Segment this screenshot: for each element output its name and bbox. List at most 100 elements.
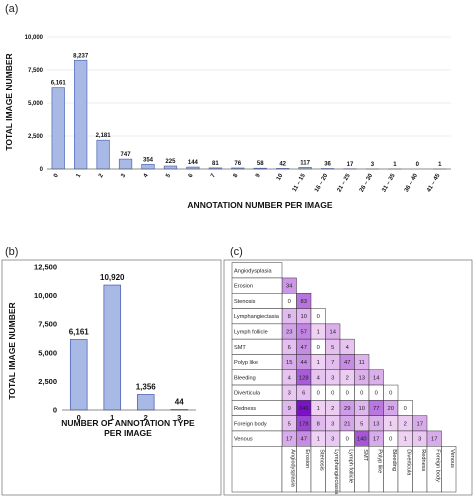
x-tick-label: 7 [210,172,217,178]
panel-c-label: (c) [230,246,243,258]
x-tick-label: 6 [188,172,195,178]
heatmap-value: 20 [388,406,394,412]
heatmap-value: 0 [389,391,392,397]
heatmap-value: 44 [301,360,308,366]
heatmap-value: 83 [301,299,307,305]
row-label: Angiodysplasia [234,268,273,274]
heatmap-value: 6 [288,345,291,351]
x-axis-title-b-line2: PER IMAGE [104,428,152,438]
heatmap-value: 2 [346,375,349,381]
x-tick-label: 3 [120,172,127,178]
heatmap-value: 4 [317,375,321,381]
heatmap-value: 0 [317,391,320,397]
y-tick-label: 10,000 [25,35,44,41]
x-tick-label: 26 – 30 [359,172,375,193]
bar-value-label: 1 [438,162,442,168]
heatmap-value: 178 [299,421,309,427]
x-axis-title: ANNOTATION NUMBER PER IMAGE [187,200,332,210]
heatmap-value: 1 [389,421,392,427]
bar [163,165,178,170]
bar-value-label: 42 [279,161,286,167]
heatmap-value: 47 [301,437,307,443]
x-tick-label: 1 [76,172,83,178]
y-tick-label-b: 7,500 [38,320,57,329]
x-tick-label: 41 – 45 [426,172,442,193]
row-label: Foreign body [234,421,267,427]
x-tick-label: 36 – 40 [404,172,420,193]
heatmap-value: 77 [373,406,379,412]
heatmap-value: 3 [288,391,291,397]
y-tick-label: 2,500 [28,134,44,140]
bar-value-label: 76 [234,161,241,167]
heatmap-value: 3 [418,437,421,443]
row-label: Diverticula [234,391,261,397]
x-tick-label: 10 [276,172,285,181]
row-label: Polyp like [234,360,258,366]
bar-value-label: 36 [324,162,331,168]
y-tick-label-b: 2,500 [38,377,57,386]
column-label: Polyp like [376,449,382,473]
panel-b-chart: (b) TOTAL IMAGE NUMBER NUMBER OF ANNOTAT… [1,246,222,496]
x-tick-label-b: 1 [110,413,114,422]
bar-value-label: 354 [143,157,154,163]
column-label: Stenosis [318,449,324,471]
bar-value-label: 1 [393,162,397,168]
x-tick-label: 2 [98,172,105,178]
bar [141,163,155,170]
heatmap-value: 17 [417,421,423,427]
bar [118,158,133,170]
heatmap-value: 3 [331,437,334,443]
heatmap-value: 29 [344,406,350,412]
x-tick-label-b: 2 [144,413,148,422]
column-label: Bleeding [391,449,397,471]
x-tick-label: 4 [143,172,150,178]
y-tick-label: 5,000 [28,101,44,107]
column-label: SMT [362,449,368,461]
heatmap-value: 11 [359,360,365,366]
x-axis-title-b-line1: NUMBER OF ANNOTATION TYPE [61,418,195,428]
column-label: Venous [449,449,455,468]
x-tick-label: 11 – 15 [292,172,307,193]
column-label: Lymph follicle [347,449,353,483]
heatmap-value: 47 [344,360,350,366]
panel-a-chart: (a) TOTAL IMAGE NUMBER ANNOTATION NUMBER… [4,3,451,210]
row-label: Venous [234,437,253,443]
heatmap-value: 9 [288,406,291,412]
heatmap-value: 5 [360,421,363,427]
x-tick-label: 16 – 20 [314,172,330,193]
bar-b [103,284,122,411]
heatmap-value: 0 [346,391,349,397]
heatmap-value: 13 [373,421,379,427]
row-label: Bleeding [234,375,256,381]
row-label: Lymphangiectasia [234,314,280,320]
heatmap-value: 3 [331,421,334,427]
heatmap-value: 0 [346,437,349,443]
heatmap-value: 140 [357,437,367,443]
panel-c-heatmap: (c) 340 838 10 023 57 1 146 47 0 5 415 44 1 7 47 114 128… [223,246,473,496]
bar-value-label: 747 [121,152,132,158]
heatmap-value: 1 [317,360,320,366]
bar-value-label-b: 10,920 [100,273,125,282]
bar-value-label: 2,181 [96,133,112,139]
bar-b [136,394,155,411]
heatmap-value: 17 [431,437,437,443]
heatmap-value: 7 [331,360,334,366]
heatmap-value: 14 [373,375,380,381]
x-tick-label: 31 – 35 [381,172,397,193]
x-tick-label: 5 [165,172,172,178]
bar-value-label: 3 [371,162,375,168]
column-label: Erosion [304,449,310,468]
heatmap-value: 13 [359,375,365,381]
y-tick-label-b: 12,500 [34,263,57,272]
panel-b-label: (b) [5,246,18,258]
heatmap-value: 0 [317,314,320,320]
heatmap-value: 21 [344,421,350,427]
heatmap-value: 14 [330,330,337,336]
heatmap-value: 5 [331,345,334,351]
heatmap-value: 4 [346,345,350,351]
x-tick-label: 8 [233,172,240,178]
bar [96,139,110,170]
heatmap-value: 17 [373,437,379,443]
column-label: Angiodysplasia [289,449,295,488]
heatmap-value: 4 [288,375,292,381]
